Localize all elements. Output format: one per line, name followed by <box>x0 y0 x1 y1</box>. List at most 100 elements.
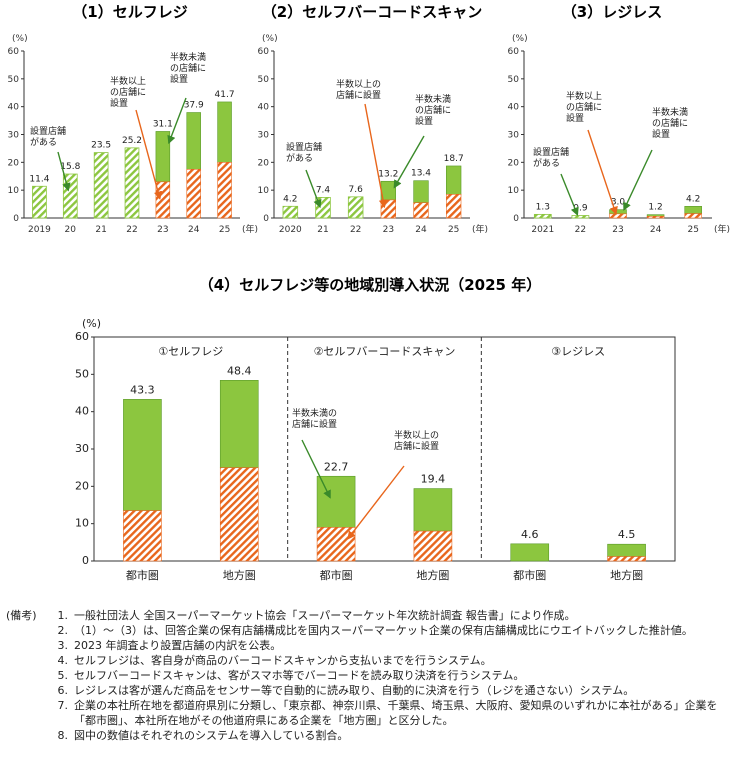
chart1-xtick-label: 2019 <box>28 225 51 235</box>
chart2-bar-majority <box>413 202 429 219</box>
chart3-ann-majority: の店舗に <box>566 101 602 113</box>
chart1-data-label: 11.4 <box>29 174 49 184</box>
chart1-bar-minority <box>155 131 171 183</box>
note-row: 2. （1）～（3）は、回答企業の保有店舗構成比を国内スーパーマーケット企業の保有… <box>6 623 731 638</box>
chart1-ytick-label: 60 <box>8 47 20 57</box>
chart1-ann-minority: 設置 <box>170 73 188 85</box>
chart3-arrow-installed <box>560 173 579 216</box>
notes-heading <box>6 623 46 638</box>
chart2-ann-minority: の店舗に <box>415 104 451 116</box>
chart1-ann-majority: 半数以上 <box>110 75 146 87</box>
chart1-bar-majority <box>217 162 232 219</box>
chart4-xtick-label: 地方圏 <box>416 568 449 582</box>
chart4-title: （4）セルフレジ等の地域別導入状況（2025 年） <box>199 276 541 294</box>
notes-heading <box>6 668 46 683</box>
chart3-bar-installed <box>571 215 590 219</box>
note-text: 企業の本社所在地を都道府県別に分類し、「東京都、神奈川県、千葉県、埼玉県、大阪府… <box>74 699 718 727</box>
chart3-data-label: 0.9 <box>573 203 588 213</box>
chart4-group-label: ②セルフバーコードスキャン <box>314 345 456 358</box>
notes-heading <box>6 638 46 653</box>
chart2-ytick-label: 30 <box>258 131 270 141</box>
chart4-arrow-majority <box>347 465 405 540</box>
chart1-bar-installed <box>93 152 109 219</box>
note-text: セルフレジは、客自身が商品のバーコードスキャンから支払いまでを行うシステム。 <box>74 654 492 667</box>
charts-canvas: （1）セルフレジ （2）セルフバーコードスキャン （3）レジレス （4）セルフレ… <box>8 3 730 582</box>
notes-section: (備考) 1. 一般社団法人 全国スーパーマーケット協会「スーパーマーケット年次統計… <box>6 608 731 743</box>
note-text: 2023 年調査より設置店舗の内訳を公表。 <box>74 639 282 652</box>
chart4-ytick-label: 20 <box>75 479 89 492</box>
note-row: 8. 図中の数値はそれぞれのシステムを導入している割合。 <box>6 728 731 743</box>
chart3-xtick-label: 24 <box>650 225 662 235</box>
chart4-bar-minority <box>607 543 646 557</box>
note-text: セルフバーコードスキャンは、客がスマホ等でバーコードを読み取り決済を行うシステム… <box>74 669 525 682</box>
chart4-xtick-label: 都市圏 <box>126 568 159 582</box>
chart2-title: （2）セルフバーコードスキャン <box>262 3 482 21</box>
chart4-ann-majority: 店舗に設置 <box>394 440 439 452</box>
note-row: (備考) 1. 一般社団法人 全国スーパーマーケット協会「スーパーマーケット年次統計… <box>6 608 731 623</box>
chart2-ann-minority: 設置 <box>415 115 433 127</box>
notes-heading: (備考) <box>6 609 37 622</box>
note-text: レジレスは客が選んだ商品をセンサー等で自動的に読み取り、自動的に決済を行う（レジ… <box>74 684 635 697</box>
chart4-xtick-label: 地方圏 <box>610 568 643 582</box>
chart2-ytick-label: 40 <box>258 103 270 113</box>
chart1-ytick-label: 30 <box>8 131 20 141</box>
chart4-bar-majority <box>123 510 162 562</box>
chart1-data-label: 15.8 <box>60 162 80 172</box>
note-number: 4. <box>57 654 69 667</box>
chart3-bar-minority <box>684 206 702 214</box>
chart2-area: 0 10 20 30 40 50 60 (%) 2020 4.2 21 7.4 22 7.6 23 13.2 2… <box>258 34 488 235</box>
chart1-bar-majority <box>155 181 171 219</box>
chart4-y-unit: (%) <box>82 317 101 330</box>
chart1-ann-majority: 設置 <box>110 97 128 109</box>
chart3-xtick-label: 2021 <box>531 225 554 235</box>
chart1-data-label: 23.5 <box>91 141 111 151</box>
chart2-ann-installed: 設置店舗 <box>286 141 322 153</box>
chart3-ann-installed: がある <box>533 157 560 169</box>
chart2-xtick-label: 23 <box>383 225 394 235</box>
note-row: 7. 企業の本社所在地を都道府県別に分類し、「東京都、神奈川県、千葉県、埼玉県、大… <box>6 698 731 728</box>
chart3-y-unit: (%) <box>512 34 528 44</box>
chart3-ytick-label: 40 <box>508 103 520 113</box>
chart4-ytick-label: 30 <box>75 442 89 455</box>
chart4-ytick-label: 50 <box>75 367 89 380</box>
chart3-ytick-label: 20 <box>508 158 520 168</box>
chart2-xtick-label: 2020 <box>279 225 302 235</box>
chart1-arrow-majority <box>135 109 163 200</box>
note-row: 5. セルフバーコードスキャンは、客がスマホ等でバーコードを読み取り決済を行うシス… <box>6 668 731 683</box>
chart3-ann-minority: 半数未満 <box>652 106 688 118</box>
chart2-arrow-majority <box>364 103 388 209</box>
chart2-data-label: 18.7 <box>444 154 464 164</box>
chart2-ytick-label: 20 <box>258 158 270 168</box>
notes-heading <box>6 728 46 743</box>
chart1-xtick-label: 23 <box>157 225 168 235</box>
chart1-xtick-label: 22 <box>126 225 137 235</box>
chart3-data-label: 1.2 <box>648 203 662 213</box>
chart2-data-label: 13.4 <box>411 169 431 179</box>
chart2-xtick-label: 24 <box>415 225 427 235</box>
chart1-ytick-label: 0 <box>13 214 19 224</box>
chart3-bar-majority <box>684 213 702 219</box>
chart3-ann-minority: の店舗に <box>652 117 688 129</box>
chart2-xtick-label: 22 <box>350 225 361 235</box>
chart4-bar-minority <box>510 543 550 562</box>
chart3-ytick-label: 30 <box>508 131 520 141</box>
chart3-xtick-label: 22 <box>575 225 586 235</box>
chart1-bar-installed <box>32 185 47 219</box>
chart4-data-label: 43.3 <box>130 383 155 396</box>
chart3-arrow-minority <box>623 149 653 211</box>
chart2-bar-installed <box>347 196 364 219</box>
chart1-bar-majority <box>186 168 201 219</box>
chart4-group-label: ①セルフレジ <box>158 345 223 358</box>
chart1-arrow-minority <box>167 97 187 145</box>
note-number: 3. <box>57 639 69 652</box>
chart4-data-label: 22.7 <box>324 460 349 473</box>
chart1-bar-minority <box>186 112 201 170</box>
chart1-area: 0 10 20 30 40 50 60 (%) 2019 11.4 20 15.8 21 23.5 22 25… <box>8 34 258 235</box>
chart1-ann-installed: 設置店舗 <box>30 125 66 137</box>
chart4-ytick-label: 0 <box>82 554 89 567</box>
chart2-ann-installed: がある <box>286 152 313 164</box>
chart3-ann-minority: 設置 <box>652 128 670 140</box>
chart2-bar-minority <box>413 180 429 203</box>
chart4-bar-majority <box>219 467 259 562</box>
chart1-xtick-label: 21 <box>95 225 106 235</box>
